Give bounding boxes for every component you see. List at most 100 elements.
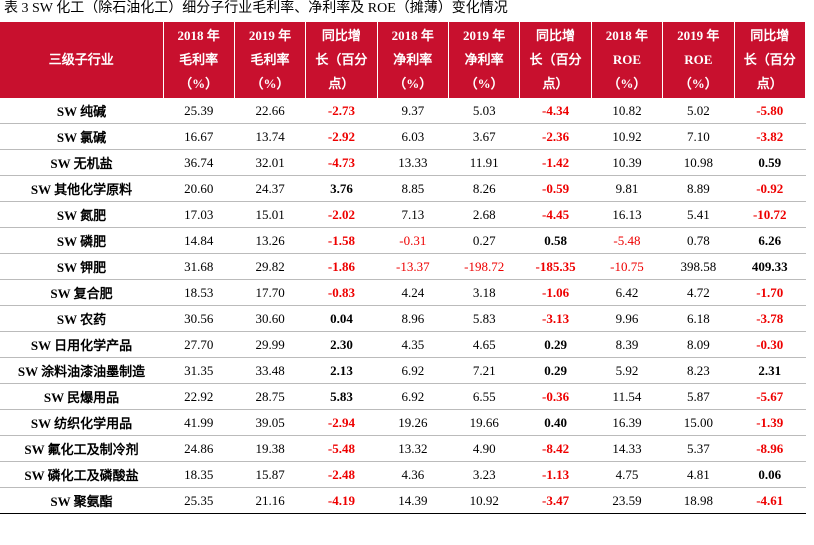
- cell: -2.02: [305, 201, 378, 228]
- cell: 6.55: [448, 383, 520, 410]
- cell: 5.03: [448, 98, 520, 124]
- cell: 2.30: [305, 331, 378, 358]
- table-row: SW 氟化工及制冷剂 24.86 19.38 -5.48 13.32 4.90 -8.42 1…: [0, 435, 806, 462]
- cell: 39.05: [234, 409, 306, 436]
- cell: -4.45: [519, 201, 592, 228]
- table-row: SW 磷化工及磷酸盐 18.35 15.87 -2.48 4.36 3.23 -1.13 4.…: [0, 461, 806, 488]
- cell: -8.42: [519, 435, 592, 462]
- cell: 3.23: [448, 461, 520, 488]
- header-cell: 同比增长（百分点）: [305, 22, 378, 98]
- cell: 14.33: [591, 435, 663, 462]
- header-cell: 同比增 长（百分 点）: [734, 22, 806, 98]
- cell: -8.96: [734, 435, 806, 462]
- cell: 13.32: [377, 435, 449, 462]
- cell: -2.94: [305, 409, 378, 436]
- cell: -1.13: [519, 461, 592, 488]
- cell: 8.23: [662, 357, 734, 384]
- table-row: SW 无机盐 36.74 32.01 -4.73 13.33 11.91 -1.42 10.3…: [0, 149, 806, 176]
- cell: 0.58: [519, 227, 592, 254]
- header-row: 三级子行业 2018 年毛利率 （%） 2019 年毛利率 （%） 同比增 长（百分 点） 20…: [0, 22, 806, 98]
- cell: 15.00: [662, 409, 734, 436]
- cell: -1.42: [519, 149, 592, 176]
- cell: 41.99: [163, 409, 235, 436]
- table-row: SW 纺织化学用品 41.99 39.05 -2.94 19.26 19.66 0.40 16…: [0, 409, 806, 436]
- header-line: 2019 年: [463, 28, 506, 43]
- cell: 0.29: [519, 357, 592, 384]
- cell: -1.58: [305, 227, 378, 254]
- cell: 4.24: [377, 279, 449, 306]
- cell: 6.18: [662, 305, 734, 332]
- cell: 30.60: [234, 305, 306, 332]
- cell: 8.96: [377, 305, 449, 332]
- cell: 6.92: [377, 383, 449, 410]
- cell: -4.61: [734, 487, 806, 514]
- cell: 24.37: [234, 175, 306, 202]
- table-row: SW 聚氨酯 25.35 21.16 -4.19 14.39 10.92 -3.47 23.5…: [0, 487, 806, 514]
- cell: -0.36: [519, 383, 592, 410]
- header-line: 同比增: [750, 28, 790, 43]
- cell: -4.34: [519, 98, 592, 124]
- cell: 19.66: [448, 409, 520, 436]
- cell: 4.36: [377, 461, 449, 488]
- header-cell: 2018 年毛利率 （%）: [163, 22, 235, 98]
- cell: 6.42: [591, 279, 663, 306]
- table-title: 表 3 SW 化工（除石油化工）细分子行业毛利率、净利率及 ROE（摊薄）变化情…: [4, 1, 508, 16]
- header-line: 2018 年: [605, 28, 649, 43]
- row-label: SW 纺织化学用品: [0, 409, 163, 436]
- cell: 29.99: [234, 331, 306, 358]
- cell: -0.83: [305, 279, 378, 306]
- header-line: （%）: [464, 76, 504, 91]
- data-table: 三级子行业 2018 年毛利率 （%） 2019 年毛利率 （%） 同比增 长（百分 点） 20…: [0, 22, 806, 514]
- header-line: 长（百分: [315, 52, 368, 67]
- cell: -4.19: [305, 487, 378, 514]
- cell: 5.92: [591, 357, 663, 384]
- table-row: SW 钾肥 31.68 29.82 -1.86 -13.37 -198.72 -185.35…: [0, 253, 806, 280]
- header-line: 2018 年: [391, 28, 434, 43]
- header-line: （%）: [179, 76, 219, 91]
- cell: 14.39: [377, 487, 449, 514]
- cell: -5.48: [591, 227, 663, 254]
- cell: 19.38: [234, 435, 306, 462]
- cell: 3.76: [305, 175, 378, 202]
- cell: 22.66: [234, 98, 306, 124]
- table-row: SW 农药 30.56 30.60 0.04 8.96 5.83 -3.13 9.96 6.18…: [0, 305, 806, 332]
- cell: -1.06: [519, 279, 592, 306]
- cell: 5.02: [662, 98, 734, 124]
- cell: 10.92: [591, 123, 663, 150]
- row-label: SW 复合肥: [0, 279, 163, 306]
- cell: 7.10: [662, 123, 734, 150]
- cell: 9.81: [591, 175, 663, 202]
- cell: 10.39: [591, 149, 663, 176]
- header-line: 点）: [542, 76, 569, 91]
- row-label: SW 氯碱: [0, 123, 163, 150]
- cell: 13.26: [234, 227, 306, 254]
- cell: 6.92: [377, 357, 449, 384]
- cell: 25.35: [163, 487, 235, 514]
- cell: 13.74: [234, 123, 306, 150]
- cell: 27.70: [163, 331, 235, 358]
- header-line: 同比增: [321, 28, 361, 43]
- row-label: SW 农药: [0, 305, 163, 332]
- cell: 0.40: [519, 409, 592, 436]
- cell: -3.13: [519, 305, 592, 332]
- cell: -1.39: [734, 409, 806, 436]
- cell: -10.75: [591, 253, 663, 280]
- table-row: SW 民爆用品 22.92 28.75 5.83 6.92 6.55 -0.36 11.54 5…: [0, 383, 806, 410]
- cell: 5.41: [662, 201, 734, 228]
- cell: -3.47: [519, 487, 592, 514]
- header-line: 点）: [328, 76, 355, 91]
- cell: -0.59: [519, 175, 592, 202]
- cell: -2.92: [305, 123, 378, 150]
- row-label: SW 氮肥: [0, 201, 163, 228]
- cell: 36.74: [163, 149, 235, 176]
- cell: 8.39: [591, 331, 663, 358]
- cell: 398.58: [662, 253, 734, 280]
- cell: 0.29: [519, 331, 592, 358]
- cell: 9.96: [591, 305, 663, 332]
- row-label: SW 磷化工及磷酸盐: [0, 461, 163, 488]
- cell: 16.67: [163, 123, 235, 150]
- cell: 15.87: [234, 461, 306, 488]
- row-label: SW 纯碱: [0, 98, 163, 124]
- table-row: SW 涂料油漆油墨制造 31.35 33.48 2.13 6.92 7.21 0.29 5.9…: [0, 357, 806, 384]
- cell: -0.92: [734, 175, 806, 202]
